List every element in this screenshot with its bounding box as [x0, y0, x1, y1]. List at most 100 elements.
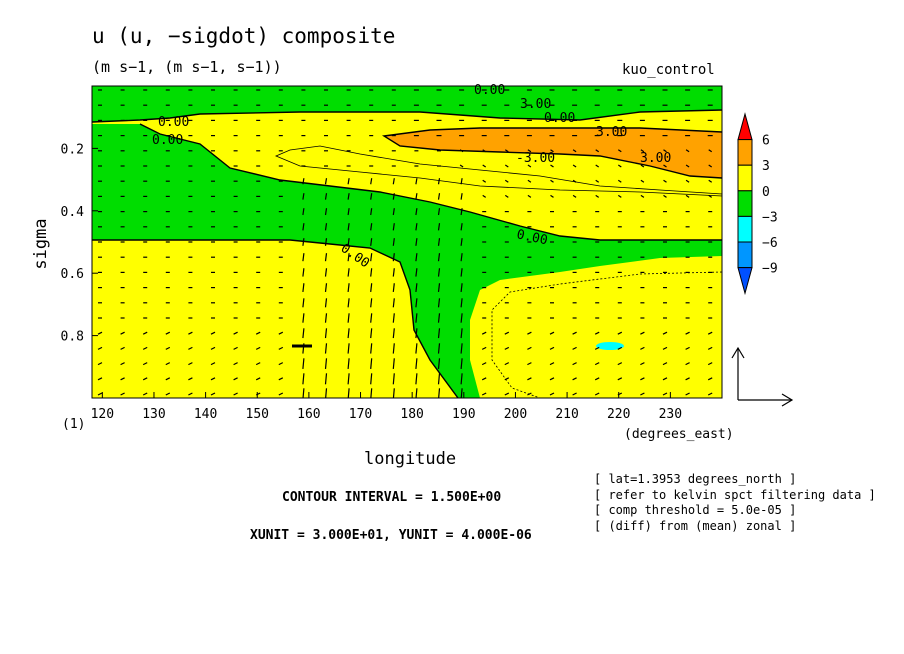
dataset-label: kuo_control — [622, 62, 715, 78]
vector-arrow-224 — [324, 298, 328, 308]
x-tick-label-5: 170 — [349, 407, 372, 422]
vector-arrow-382 — [504, 149, 509, 153]
vector-arrow-301 — [415, 193, 418, 200]
vector-arrow-264 — [370, 268, 373, 277]
vector-arrow-220 — [324, 238, 328, 246]
vector-arrow-19 — [97, 377, 103, 381]
vector-arrow-199 — [302, 238, 305, 246]
colorbar-segment-0 — [737, 112, 753, 141]
vector-arrow-247 — [347, 328, 350, 339]
vector-arrow-323 — [437, 208, 441, 216]
vector-arrow-352 — [460, 328, 463, 339]
colorbar-segment-6 — [737, 267, 753, 296]
contour-label-3: 0.00 — [544, 111, 575, 126]
info-line-refer: [ refer to kelvin spct filtering data ] — [594, 488, 876, 502]
vector-arrow-38 — [120, 346, 125, 350]
vector-arrow-241 — [347, 238, 350, 246]
vector-arrow-333 — [437, 358, 441, 369]
vector-arrow-343 — [460, 193, 463, 200]
vector-arrow-467 — [595, 164, 600, 168]
vector-arrow-248 — [347, 343, 350, 354]
vector-arrow-406 — [527, 194, 532, 198]
vector-arrow-288 — [392, 313, 395, 323]
vector-arrow-222 — [324, 268, 328, 277]
vector-arrow-289 — [392, 328, 395, 339]
vector-units-text: XUNIT = 3.000E+01, YUNIT = 4.000E-06 — [250, 528, 532, 543]
vector-arrow-488 — [617, 164, 622, 168]
vector-arrow-40 — [120, 377, 125, 381]
vector-arrow-395 — [504, 346, 510, 350]
vector-arrow-198 — [302, 223, 305, 231]
vector-arrow-398 — [504, 392, 510, 396]
vector-arrow-197 — [302, 208, 305, 216]
vector-arrow-438 — [549, 362, 555, 366]
vector-arrow-266 — [370, 298, 373, 308]
vector-arrow-16 — [97, 331, 103, 335]
contour-label-8: 3.00 — [640, 151, 671, 166]
vector-arrow-445 — [572, 149, 577, 153]
vector-arrow-499 — [617, 331, 623, 335]
fill-orange-region — [384, 128, 722, 178]
vector-arrow-165 — [255, 362, 261, 366]
vector-arrow-531 — [663, 179, 667, 183]
x-tick-label-7: 190 — [452, 407, 475, 422]
vector-arrow-20 — [97, 392, 103, 396]
vector-arrow-457 — [572, 331, 577, 335]
vector-arrow-344 — [460, 208, 463, 216]
vector-arrow-489 — [617, 179, 622, 183]
vector-arrow-508 — [640, 149, 645, 153]
vector-arrow-303 — [415, 223, 418, 231]
vector-arrow-324 — [437, 223, 441, 231]
vector-arrow-216 — [324, 178, 328, 185]
fill-green-left-region — [92, 124, 722, 398]
y-tick-label-2: 0.6 — [61, 267, 84, 282]
fill-cyan-spot — [596, 342, 624, 350]
vector-arrow-307 — [415, 283, 418, 293]
vector-arrow-478 — [594, 331, 600, 335]
vector-arrow-342 — [460, 178, 463, 185]
vector-arrow-187 — [278, 377, 284, 381]
vector-arrow-280 — [392, 193, 395, 200]
info-line-threshold: [ comp threshold = 5.0e-05 ] — [594, 503, 797, 517]
x-tick-label-1: 130 — [142, 407, 165, 422]
vector-arrow-205 — [302, 328, 305, 339]
colorbar-segment-2 — [737, 164, 753, 192]
vector-arrow-259 — [370, 193, 373, 200]
vector-arrow-545 — [662, 392, 668, 396]
vector-arrow-482 — [594, 392, 600, 396]
vector-arrow-479 — [594, 346, 600, 350]
vector-arrow-351 — [460, 313, 463, 323]
info-line-diff: [ (diff) from (mean) zonal ] — [594, 519, 797, 533]
vector-arrow-481 — [594, 377, 600, 381]
vector-field — [97, 89, 713, 398]
contour-label-9: 0.00 — [515, 227, 549, 248]
contour-label-6: 0.00 — [152, 133, 183, 148]
vector-arrow-501 — [617, 362, 623, 366]
contour-label-4: 0.00 — [158, 115, 189, 130]
vector-arrow-363 — [482, 179, 487, 183]
vector-arrow-377 — [481, 392, 487, 396]
vector-arrow-487 — [617, 149, 622, 153]
vector-arrow-239 — [347, 208, 350, 216]
vector-arrow-82 — [165, 377, 171, 381]
vector-arrow-185 — [278, 346, 284, 350]
vector-arrow-238 — [347, 193, 350, 200]
vector-arrow-585 — [707, 362, 713, 366]
vector-arrow-426 — [550, 179, 554, 183]
vector-arrow-123 — [210, 362, 216, 366]
colorbar-segment-1 — [737, 139, 753, 166]
vector-arrow-321 — [437, 178, 441, 185]
colorbar-label-2: 0 — [762, 185, 770, 200]
vector-arrow-244 — [347, 283, 350, 293]
vector-arrow-313 — [415, 373, 418, 385]
vector-arrow-529 — [663, 149, 667, 153]
vector-arrow-550 — [685, 149, 690, 153]
vector-arrow-101 — [188, 346, 193, 350]
vector-arrow-522 — [640, 362, 645, 366]
vector-arrow-563 — [685, 346, 690, 350]
vector-arrow-544 — [662, 377, 668, 381]
vector-arrow-39 — [120, 362, 125, 366]
vector-arrow-201 — [302, 268, 305, 277]
vector-arrow-520 — [640, 331, 645, 335]
vector-arrow-551 — [685, 164, 690, 168]
